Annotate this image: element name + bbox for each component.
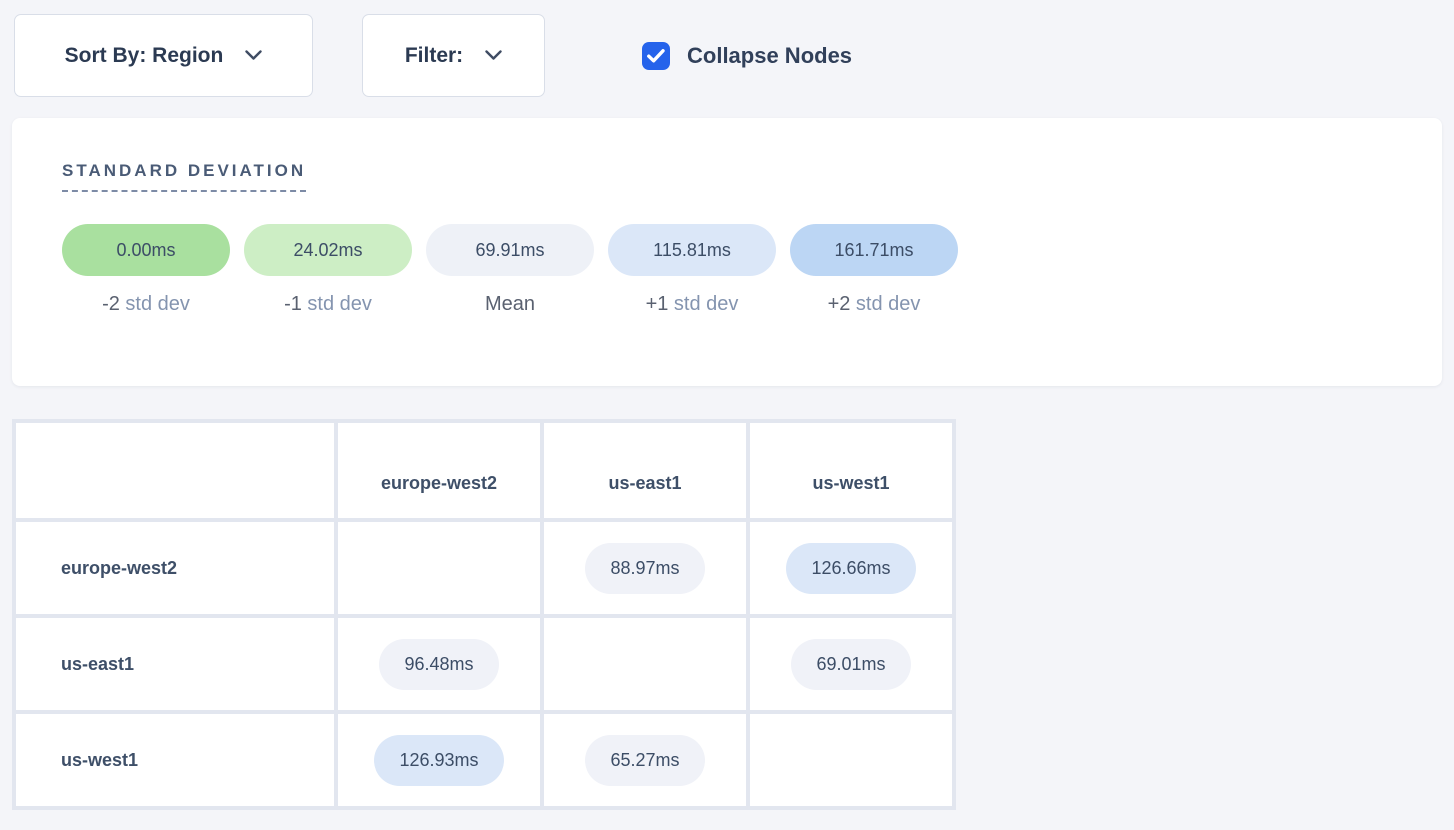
matrix-cell: 126.66ms xyxy=(750,522,952,614)
latency-matrix: europe-west2 us-east1 us-west1 europe-west… xyxy=(12,419,956,810)
sort-by-dropdown[interactable]: Sort By: Region xyxy=(14,14,313,97)
matrix-header-row: europe-west2 us-east1 us-west1 xyxy=(16,423,952,518)
legend-pill: 24.02ms xyxy=(244,224,412,276)
matrix-corner-cell xyxy=(16,423,334,518)
matrix-cell: 65.27ms xyxy=(544,714,746,806)
legend-label-muted: std dev xyxy=(668,293,739,315)
legend-pill: 69.91ms xyxy=(426,224,594,276)
legend-label-strong: -1 xyxy=(284,293,302,315)
legend-label: Mean xyxy=(485,293,535,316)
matrix-cell xyxy=(544,618,746,710)
filter-dropdown[interactable]: Filter: xyxy=(362,14,545,97)
latency-pill: 65.27ms xyxy=(585,734,705,786)
collapse-nodes-toggle[interactable]: Collapse Nodes xyxy=(642,14,852,97)
sort-by-label: Sort By: Region xyxy=(64,43,224,67)
legend-label-strong: Mean xyxy=(484,293,536,315)
legend-label-strong: +1 xyxy=(645,293,669,315)
legend-item: 0.00ms -2 std dev xyxy=(62,224,230,316)
legend-label: -1 std dev xyxy=(284,293,372,316)
column-header: europe-west2 xyxy=(338,423,540,518)
checkbox-checked-icon[interactable] xyxy=(642,41,670,70)
matrix-cell: 96.48ms xyxy=(338,618,540,710)
matrix-cell xyxy=(338,522,540,614)
collapse-nodes-label: Collapse Nodes xyxy=(687,42,853,68)
legend-label-muted: std dev xyxy=(850,293,921,315)
legend-pill: 0.00ms xyxy=(62,224,230,276)
toolbar: Sort By: Region Filter: Collapse Nodes xyxy=(14,14,1454,97)
legend-label-muted: std dev xyxy=(301,293,372,315)
latency-pill: 88.97ms xyxy=(585,542,705,594)
table-row: us-west1 126.93ms 65.27ms xyxy=(16,714,952,806)
latency-pill: 126.93ms xyxy=(374,734,504,786)
table-row: us-east1 96.48ms 69.01ms xyxy=(16,618,952,710)
column-header: us-west1 xyxy=(750,423,952,518)
table-row: europe-west2 88.97ms 126.66ms xyxy=(16,522,952,614)
legend-label: -2 std dev xyxy=(102,293,190,316)
column-header: us-east1 xyxy=(544,423,746,518)
legend-item: 115.81ms +1 std dev xyxy=(608,224,776,316)
row-header: europe-west2 xyxy=(16,522,334,614)
standard-deviation-card: STANDARD DEVIATION 0.00ms -2 std dev 24.02… xyxy=(12,118,1442,386)
matrix-cell xyxy=(750,714,952,806)
legend-pill: 115.81ms xyxy=(608,224,776,276)
chevron-down-icon xyxy=(485,50,502,60)
latency-pill: 96.48ms xyxy=(379,638,499,690)
matrix-cell: 69.01ms xyxy=(750,618,952,710)
legend-label-muted: std dev xyxy=(119,293,190,315)
chevron-down-icon xyxy=(245,50,263,60)
matrix-cell: 88.97ms xyxy=(544,522,746,614)
matrix-cell: 126.93ms xyxy=(338,714,540,806)
legend-pill: 161.71ms xyxy=(790,224,958,276)
legend-label: +2 std dev xyxy=(828,293,921,316)
legend-items: 0.00ms -2 std dev 24.02ms -1 std dev 69.91ms… xyxy=(62,224,1442,316)
legend-title: STANDARD DEVIATION xyxy=(62,161,307,192)
legend-item: 24.02ms -1 std dev xyxy=(244,224,412,316)
legend-item: 161.71ms +2 std dev xyxy=(790,224,958,316)
filter-label: Filter: xyxy=(404,43,464,67)
legend-label: +1 std dev xyxy=(646,293,739,316)
legend-label-strong: +2 xyxy=(827,293,851,315)
row-header: us-west1 xyxy=(16,714,334,806)
row-header: us-east1 xyxy=(16,618,334,710)
latency-pill: 126.66ms xyxy=(786,542,916,594)
latency-pill: 69.01ms xyxy=(791,638,911,690)
legend-item: 69.91ms Mean xyxy=(426,224,594,316)
legend-label-strong: -2 xyxy=(102,293,120,315)
